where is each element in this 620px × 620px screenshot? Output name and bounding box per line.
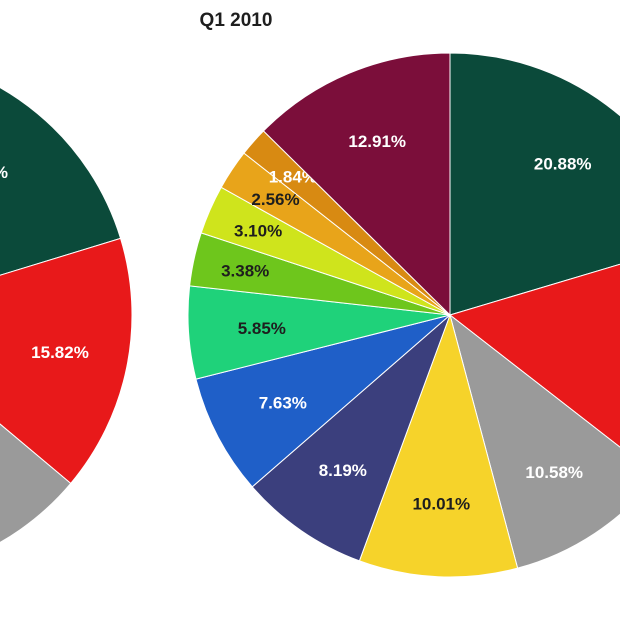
pie-left: …% 15.82% [0, 86, 133, 543]
pie-slice [448, 263, 620, 448]
pie-slice [0, 237, 133, 485]
pie-slice-label: 5.85% [238, 319, 286, 338]
pie-slice [0, 86, 122, 276]
chart-title-q1-2010: Q1 2010 [200, 10, 273, 31]
pie-slice [195, 314, 451, 488]
pie-slice [0, 423, 72, 543]
pie-slice-label: 10.58% [525, 463, 583, 482]
pie-slice-label: 10.01% [412, 494, 470, 513]
pie-slice-label: …% [0, 163, 8, 182]
pie-slice [449, 313, 620, 569]
pie-slice-label: 15.82% [31, 343, 89, 362]
pie-right: 20.88%1…10.58%10.01%8.19%7.63%5.85%3.38%… [187, 52, 620, 578]
pie-slice [262, 52, 451, 317]
pie-slice-label: 7.63% [259, 393, 307, 412]
pie-slice-label: 3.38% [221, 261, 269, 280]
pie-slice [251, 314, 451, 562]
pie-slice-label: 20.88% [534, 155, 592, 174]
pie-slice-label: 12.91% [348, 132, 406, 151]
pie-slice [358, 313, 519, 578]
pie-slice-label: 2.56% [251, 190, 299, 209]
pie-slice [449, 52, 620, 316]
pie-slice-label: 3.10% [234, 222, 282, 241]
pie-slice-label: 8.19% [319, 461, 367, 480]
